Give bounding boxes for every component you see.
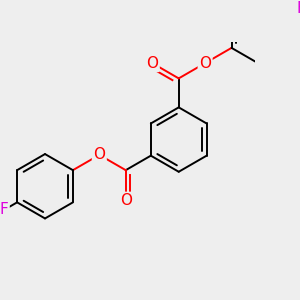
Text: O: O <box>146 56 158 70</box>
Text: O: O <box>199 56 211 70</box>
Text: O: O <box>93 147 105 162</box>
Text: F: F <box>0 202 8 217</box>
Text: F: F <box>296 1 300 16</box>
Text: O: O <box>120 193 132 208</box>
